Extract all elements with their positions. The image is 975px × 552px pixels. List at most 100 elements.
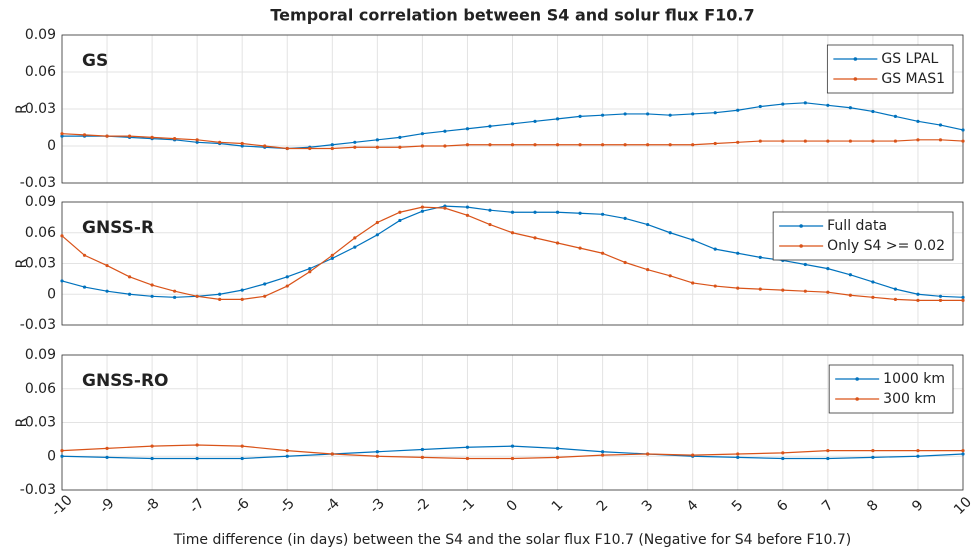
- point: [646, 143, 650, 147]
- point: [330, 253, 334, 257]
- point: [105, 455, 109, 459]
- point: [510, 231, 515, 235]
- point: [263, 294, 267, 298]
- y-tick-label: 0.06: [25, 381, 56, 397]
- chart-title: Temporal correlation between S4 and solu…: [270, 6, 754, 25]
- point: [465, 143, 470, 147]
- point: [893, 287, 898, 291]
- point: [398, 218, 402, 223]
- point: [601, 113, 605, 117]
- point: [533, 143, 537, 147]
- point: [218, 140, 222, 144]
- point: [488, 143, 492, 147]
- point: [781, 288, 785, 292]
- point: [938, 298, 943, 302]
- y-axis-label: R: [14, 417, 30, 427]
- point: [398, 145, 402, 149]
- point: [578, 246, 582, 250]
- point: [510, 456, 515, 461]
- legend-label: GS MAS1: [881, 71, 945, 87]
- x-tick-label: 4: [684, 497, 702, 515]
- point: [871, 109, 875, 114]
- point: [443, 129, 447, 133]
- point: [826, 139, 830, 143]
- point: [420, 144, 424, 148]
- point: [533, 210, 537, 214]
- point: [601, 450, 605, 454]
- point: [285, 284, 289, 288]
- point: [871, 455, 875, 459]
- point: [240, 144, 244, 148]
- point: [195, 294, 199, 298]
- x-tick-label: -9: [96, 495, 117, 516]
- y-tick-label: 0.03: [25, 256, 56, 272]
- point: [713, 247, 717, 251]
- point: [826, 449, 830, 453]
- point: [736, 455, 740, 459]
- point: [555, 241, 560, 245]
- point: [691, 238, 695, 242]
- point: [240, 297, 244, 301]
- point: [465, 445, 470, 449]
- point: [893, 139, 898, 143]
- point: [330, 452, 334, 456]
- legend-label: GS LPAL: [881, 51, 938, 67]
- point: [465, 127, 470, 131]
- point: [465, 213, 470, 217]
- legend-box: [826, 44, 954, 94]
- point: [713, 284, 717, 288]
- y-tick-label: 0.06: [25, 64, 56, 80]
- point: [961, 452, 965, 456]
- y-tick-label: -0.03: [20, 175, 56, 191]
- point: [601, 143, 605, 147]
- point: [691, 112, 695, 116]
- point: [871, 449, 875, 453]
- legend-label: Full data: [827, 218, 887, 234]
- y-axis-label: R: [14, 258, 30, 268]
- point: [465, 456, 470, 461]
- point: [173, 137, 177, 141]
- y-tick-label: -0.03: [20, 317, 56, 333]
- point: [758, 139, 762, 143]
- axes-box: [61, 354, 964, 491]
- point: [578, 211, 582, 215]
- x-tick-label: 8: [864, 497, 882, 515]
- point: [916, 449, 920, 453]
- point: [60, 454, 64, 458]
- point: [195, 456, 199, 461]
- point: [736, 251, 740, 255]
- point: [646, 268, 650, 272]
- point: [127, 134, 132, 138]
- point: [713, 141, 717, 146]
- point: [578, 143, 582, 147]
- point: [150, 294, 154, 298]
- point: [398, 135, 402, 139]
- point: [871, 295, 875, 299]
- point: [60, 449, 64, 453]
- legend: Full data Only S4 >= 0.02: [772, 211, 954, 261]
- point: [555, 210, 560, 214]
- point: [555, 143, 560, 147]
- point: [916, 454, 920, 458]
- point: [781, 451, 785, 455]
- point: [330, 143, 334, 147]
- point: [781, 139, 785, 143]
- legend: GS LPAL GS MAS1: [826, 44, 954, 94]
- point: [510, 143, 515, 147]
- point: [736, 140, 740, 144]
- panel-label: GS: [82, 51, 108, 71]
- point: [263, 282, 267, 286]
- point: [601, 453, 605, 457]
- point: [781, 456, 785, 461]
- point: [150, 135, 154, 139]
- point: [105, 263, 109, 268]
- x-tick-label: -4: [322, 495, 343, 516]
- point: [736, 286, 740, 290]
- point: [60, 234, 64, 238]
- point: [826, 290, 830, 294]
- point: [668, 143, 672, 147]
- y-tick-label: 0.03: [25, 415, 56, 431]
- point: [60, 132, 64, 136]
- point: [646, 452, 650, 456]
